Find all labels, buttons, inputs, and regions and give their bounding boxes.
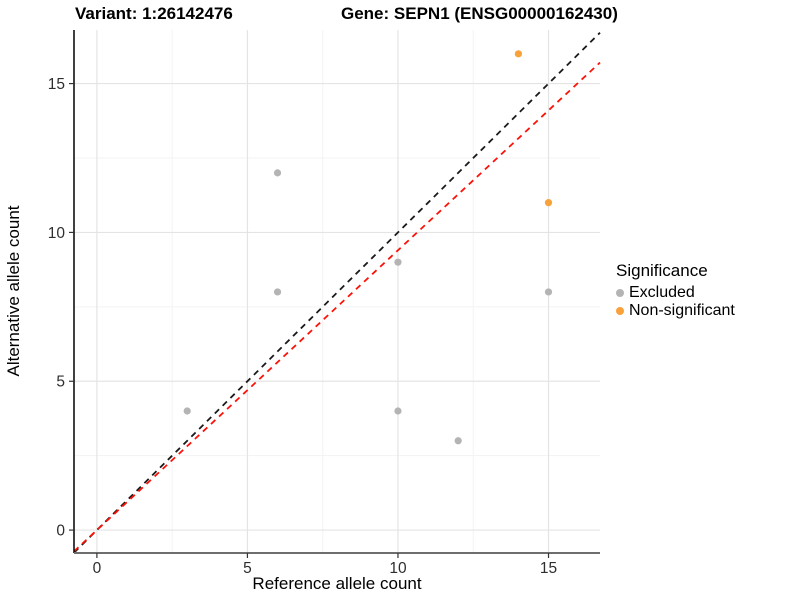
legend-item-label: Excluded xyxy=(629,284,695,301)
legend-title: Significance xyxy=(616,261,708,280)
data-point-excluded xyxy=(394,407,402,415)
data-point-excluded xyxy=(544,288,553,296)
gene-title: Gene: SEPN1 (ENSG00000162430) xyxy=(341,4,618,23)
data-point-excluded xyxy=(273,288,282,296)
y-tick-label: 15 xyxy=(48,76,65,93)
ratio-line xyxy=(73,61,601,553)
identity-line xyxy=(73,32,601,554)
variant-title: Variant: 1:26142476 xyxy=(75,4,233,23)
x-tick-label: 0 xyxy=(93,560,102,577)
y-tick-label: 0 xyxy=(56,523,65,540)
x-tick-label: 5 xyxy=(243,560,252,577)
data-point-excluded xyxy=(183,407,191,415)
legend-item-label: Non-significant xyxy=(629,302,735,319)
y-tick-label: 10 xyxy=(48,225,66,242)
data-point-non-significant xyxy=(514,50,523,58)
non-significant-dot-icon xyxy=(616,307,624,315)
x-tick-label: 15 xyxy=(540,560,557,577)
data-point-excluded xyxy=(394,258,402,266)
y-axis-title: Alternative allele count xyxy=(4,205,23,377)
legend: Significance Excluded Non-significant xyxy=(616,261,735,320)
data-point-excluded xyxy=(273,169,282,177)
excluded-dot-icon xyxy=(616,289,624,297)
data-point-non-significant xyxy=(544,199,553,207)
x-axis-title: Reference allele count xyxy=(252,574,422,593)
legend-item-non-significant: Non-significant xyxy=(616,302,735,320)
data-point-excluded xyxy=(454,437,462,445)
y-tick-label: 5 xyxy=(56,374,65,391)
legend-item-excluded: Excluded xyxy=(616,284,735,302)
x-tick-label: 10 xyxy=(389,560,407,577)
